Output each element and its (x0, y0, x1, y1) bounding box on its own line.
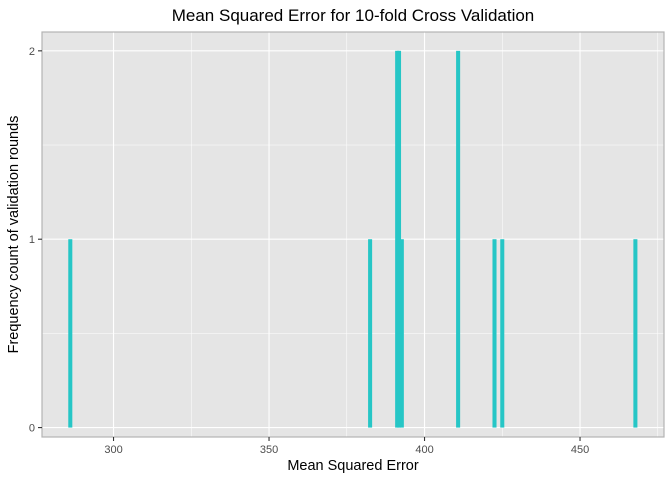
histogram-bar (397, 50, 402, 428)
histogram-bar (368, 239, 373, 428)
histogram-bar (399, 239, 404, 428)
x-axis-title: Mean Squared Error (287, 458, 419, 474)
y-axis: 0 1 2 (29, 46, 42, 435)
y-tick-label: 1 (29, 234, 35, 246)
x-tick-label: 400 (415, 444, 433, 456)
histogram-bar (68, 239, 73, 428)
plot-panel (41, 31, 665, 438)
y-tick-label: 0 (29, 423, 35, 435)
histogram-bars (68, 50, 638, 428)
panel-border (41, 31, 665, 438)
x-axis: 300 350 400 450 (104, 437, 589, 456)
x-tick-label: 350 (260, 444, 278, 456)
x-tick-label: 450 (571, 444, 589, 456)
minor-gridlines (42, 32, 664, 437)
histogram-bar (492, 239, 497, 428)
histogram-bar (456, 50, 461, 428)
histogram-bar (633, 239, 638, 428)
major-gridlines (42, 32, 664, 437)
histogram-bar (500, 239, 505, 428)
y-axis-title: Frequency count of validation rounds (6, 116, 22, 354)
y-tick-label: 2 (29, 46, 35, 58)
panel-background (42, 32, 664, 437)
chart-title: Mean Squared Error for 10-fold Cross Val… (172, 6, 535, 25)
x-tick-label: 300 (104, 444, 122, 456)
